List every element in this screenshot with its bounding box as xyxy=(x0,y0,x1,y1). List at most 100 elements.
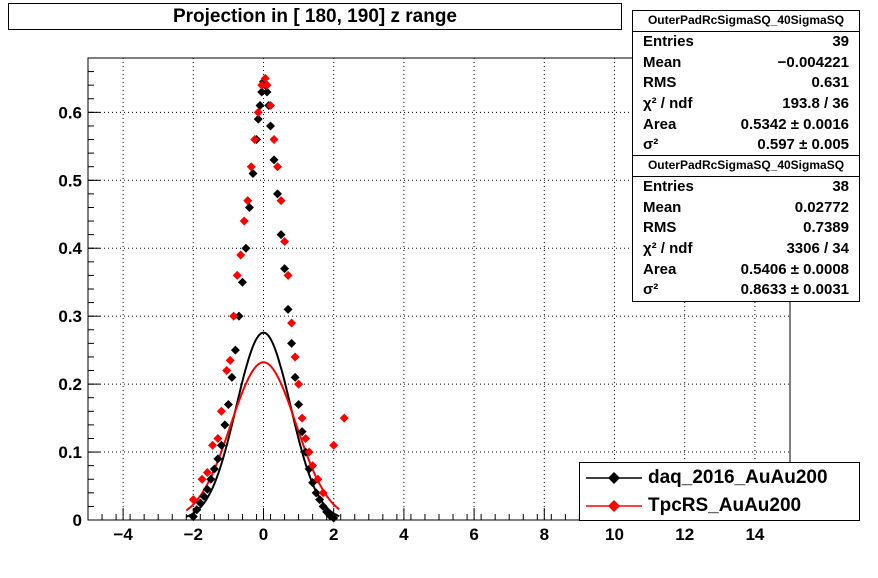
x-tick-label: 0 xyxy=(259,525,268,544)
data-point-series-0 xyxy=(241,243,251,253)
data-point-series-0 xyxy=(216,440,226,450)
data-point-series-0 xyxy=(276,230,286,240)
x-tick-label: 12 xyxy=(675,525,694,544)
data-point-series-0 xyxy=(199,491,209,501)
axes: −4 −2 0 2 4 6 8 10 12 14 0 0.1 0.2 0.3 0.4 0.5 0.6 xyxy=(58,57,791,544)
data-point-series-1 xyxy=(266,101,276,111)
data-point-series-1 xyxy=(308,461,318,471)
stats-row: Mean −0.004221 xyxy=(643,53,849,71)
stats-row: Area 0.5406 ± 0.0008 xyxy=(643,260,849,278)
y-tick-label: 0.6 xyxy=(58,103,82,122)
data-point-series-1 xyxy=(236,250,246,260)
chart-title: Projection in [ 180, 190] z range xyxy=(8,3,622,30)
data-point-series-1 xyxy=(225,355,235,365)
data-point-series-0 xyxy=(269,155,279,165)
data-point-series-1 xyxy=(287,318,297,328)
stats-row: Entries 39 xyxy=(643,33,849,50)
data-point-series-1 xyxy=(262,80,272,90)
data-point-series-1 xyxy=(253,107,263,117)
data-point-series-0 xyxy=(255,101,265,111)
data-point-series-0 xyxy=(315,495,325,505)
data-point-series-0 xyxy=(287,338,297,348)
data-point-series-1 xyxy=(229,311,239,321)
data-point-series-0 xyxy=(280,264,290,274)
data-point-series-0 xyxy=(202,484,212,494)
data-point-series-1 xyxy=(202,467,212,477)
chart-title-text: Projection in [ 180, 190] z range xyxy=(172,6,458,27)
stats-row: χ² / ndf 193.8 / 36 xyxy=(643,95,849,113)
data-point-series-0 xyxy=(290,372,300,382)
fit-curve-1 xyxy=(185,361,340,512)
y-tick-label: 0.5 xyxy=(58,171,82,190)
stats-row: σ² 0.8633 ± 0.0031 xyxy=(643,281,849,299)
x-tick-label: 8 xyxy=(540,525,549,544)
x-tick-label: 14 xyxy=(745,525,764,544)
data-point-series-0 xyxy=(262,87,272,97)
data-point-series-1 xyxy=(313,474,323,484)
data-point-series-1 xyxy=(318,488,328,498)
x-tick-label: −2 xyxy=(184,525,203,544)
data-point-series-1 xyxy=(283,270,293,280)
x-tick-label: 4 xyxy=(399,525,409,544)
data-point-series-1 xyxy=(276,196,286,206)
x-tick-label: 6 xyxy=(469,525,478,544)
stats-row: Entries 38 xyxy=(643,178,849,195)
data-point-series-0 xyxy=(223,400,233,409)
stats-row: RMS 0.7389 xyxy=(643,219,849,237)
data-point-series-0 xyxy=(253,114,263,124)
stats-box-name: OuterPadRcSigmaSQ_40SigmaSQ xyxy=(633,11,859,32)
data-point-series-1 xyxy=(216,406,226,416)
data-point-series-0 xyxy=(273,189,283,199)
data-point-series-1 xyxy=(197,474,207,484)
fit-curves xyxy=(185,331,340,518)
data-point-series-1 xyxy=(273,162,283,172)
data-point-series-1 xyxy=(280,236,290,246)
data-point-series-0 xyxy=(192,505,202,515)
data-point-series-1 xyxy=(239,216,249,226)
data-point-series-1 xyxy=(339,413,349,423)
data-point-series-0 xyxy=(213,454,223,464)
legend-label-daq: daq_2016_AuAu200 xyxy=(648,467,828,488)
data-point-series-0 xyxy=(195,498,205,508)
data-point-series-0 xyxy=(237,277,247,287)
data-point-series-1 xyxy=(188,495,198,505)
data-point-series-1 xyxy=(329,440,339,450)
data-point-series-1 xyxy=(304,447,314,457)
data-point-series-0 xyxy=(297,427,307,437)
fit-curve-0 xyxy=(185,331,340,518)
stats-row: Mean 0.02772 xyxy=(643,198,849,216)
data-point-series-1 xyxy=(269,135,279,145)
stats-box-tpcrs: OuterPadRcSigmaSQ_40SigmaSQ Entries 38 Me… xyxy=(632,155,860,303)
data-point-series-0 xyxy=(206,474,216,484)
data-point-series-0 xyxy=(283,304,293,314)
x-tick-label: −4 xyxy=(113,525,133,544)
data-point-series-0 xyxy=(266,121,276,131)
data-point-series-0 xyxy=(209,464,219,474)
x-tick-label: 10 xyxy=(605,525,624,544)
y-tick-label: 0.1 xyxy=(58,443,82,462)
y-tick-label: 0.2 xyxy=(58,375,82,394)
data-point-series-1 xyxy=(294,379,304,389)
data-point-series-1 xyxy=(246,162,256,172)
data-point-series-1 xyxy=(208,440,218,450)
data-point-series-1 xyxy=(243,196,253,206)
stats-box-name: OuterPadRcSigmaSQ_40SigmaSQ xyxy=(633,156,859,177)
data-point-series-0 xyxy=(257,87,267,97)
legend-marker-tpcrs xyxy=(586,500,642,512)
data-point-series-0 xyxy=(248,169,258,178)
legend: daq_2016_AuAu200 TpcRS_AuAu200 xyxy=(579,462,860,521)
data-point-series-0 xyxy=(244,202,254,212)
y-tick-label: 0 xyxy=(73,511,82,530)
data-point-series-0 xyxy=(311,488,321,498)
data-point-series-1 xyxy=(297,413,307,423)
data-point-series-0 xyxy=(234,311,244,321)
data-point-series-1 xyxy=(232,270,242,280)
data-point-series-1 xyxy=(260,73,270,83)
legend-marker-daq xyxy=(586,472,642,484)
data-point-series-1 xyxy=(257,80,267,90)
stats-row: RMS 0.631 xyxy=(643,74,849,92)
data-point-series-0 xyxy=(294,400,304,409)
data-points xyxy=(188,73,349,523)
y-tick-label: 0.4 xyxy=(58,239,82,258)
